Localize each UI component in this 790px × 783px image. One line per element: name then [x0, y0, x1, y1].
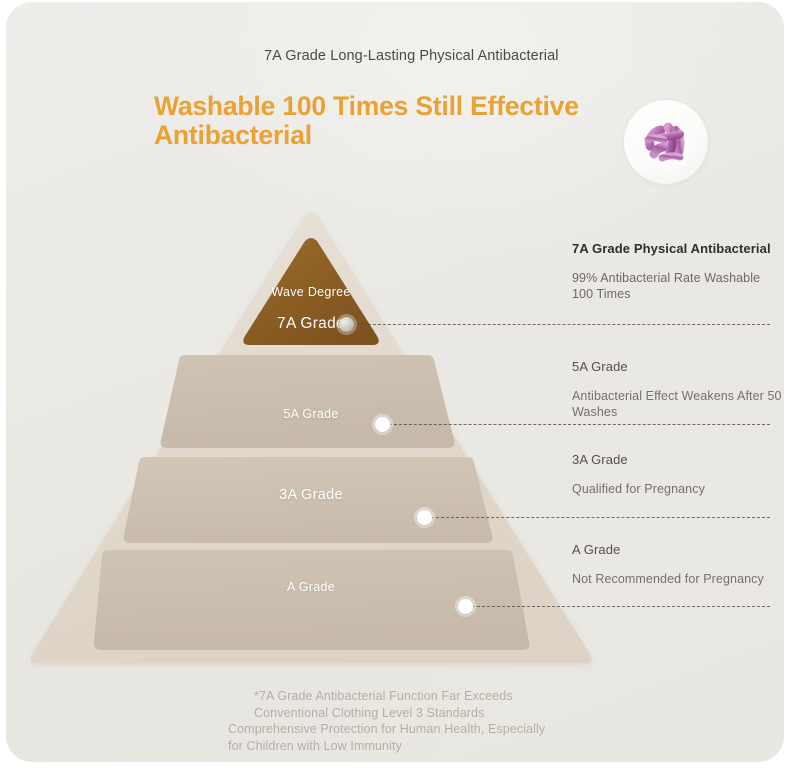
footnote-line-2: Conventional Clothing Level 3 Standards — [254, 705, 485, 720]
callout-a-desc: Not Recommended for Pregnancy — [572, 572, 764, 586]
footnote: *7A Grade Antibacterial Function Far Exc… — [228, 688, 598, 754]
connector-line-7a — [353, 324, 770, 325]
tier-5a-shape — [160, 355, 455, 448]
callout-7a-desc: 99% Antibacterial Rate Washable 100 Time… — [572, 271, 761, 301]
footnote-line-1: *7A Grade Antibacterial Function Far Exc… — [254, 689, 513, 703]
footnote-line-4: for Children with Low Immunity — [228, 738, 402, 753]
footnote-line-3: Comprehensive Protection for Human Healt… — [228, 722, 546, 736]
callout-a-title: A Grade — [572, 542, 621, 557]
connector-line-5a — [389, 424, 770, 425]
tier-7a-label: 7A Grade — [277, 315, 345, 332]
marker-dot-3a — [417, 510, 432, 525]
callout-7a-title: 7A Grade Physical Antibacterial — [572, 241, 771, 256]
marker-dot-5a — [375, 417, 390, 432]
marker-dot-7a — [339, 317, 354, 332]
tier-a-label: A Grade — [287, 580, 335, 594]
marker-dot-a — [458, 599, 473, 614]
bacteria-icon — [644, 122, 685, 162]
connector-line-3a — [431, 517, 770, 518]
tier-5a-label: 5A Grade — [283, 407, 339, 421]
callout-5a-desc: Antibacterial Effect Weakens After 50 Wa… — [572, 389, 782, 419]
callout-5a: 5A Grade Antibacterial Effect Weakens Af… — [572, 359, 782, 420]
callout-3a-desc: Qualified for Pregnancy — [572, 482, 705, 496]
bacteria-badge — [624, 100, 708, 184]
callout-5a-title: 5A Grade — [572, 359, 628, 374]
connector-line-a — [472, 606, 770, 607]
tier-7a-top-label: Wave Degree — [271, 285, 351, 299]
tier-3a-label: 3A Grade — [279, 487, 343, 503]
page-title: Washable 100 Times Still Effective Antib… — [154, 91, 579, 150]
callout-3a: 3A Grade Qualified for Pregnancy — [572, 452, 782, 497]
callout-a: A Grade Not Recommended for Pregnancy — [572, 542, 782, 587]
callout-3a-title: 3A Grade — [572, 452, 628, 467]
kicker-text: 7A Grade Long-Lasting Physical Antibacte… — [264, 48, 559, 64]
pyramid-outline — [30, 212, 592, 663]
callout-7a: 7A Grade Physical Antibacterial 99% Anti… — [572, 241, 782, 302]
infographic-card: 7A Grade Long-Lasting Physical Antibacte… — [6, 2, 784, 762]
